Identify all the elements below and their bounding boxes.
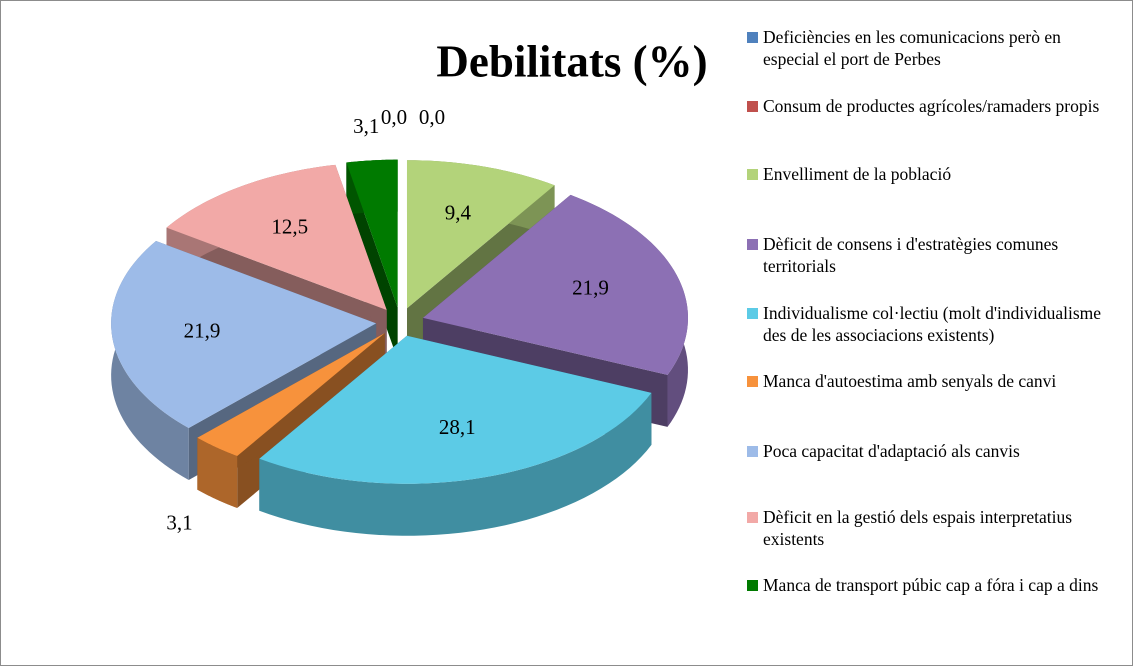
slice bbox=[111, 240, 377, 429]
slice bbox=[166, 164, 387, 311]
legend-label: Dèficit de consens i d'estratègies comun… bbox=[763, 234, 1059, 276]
data-label: 28,1 bbox=[439, 415, 476, 439]
legend-swatch bbox=[747, 308, 758, 319]
legend-label: Manca de transport púbic cap a fóra i ca… bbox=[763, 575, 1099, 595]
legend-swatch bbox=[747, 512, 758, 523]
legend-label: Individualisme col·lectiu (molt d'indivi… bbox=[763, 303, 1102, 345]
legend-label: Deficiències en les comunicacions però e… bbox=[763, 27, 1061, 69]
data-label: 3,1 bbox=[166, 510, 192, 534]
legend-label: Envelliment de la població bbox=[763, 164, 952, 184]
data-label: 9,4 bbox=[445, 201, 472, 225]
legend-item: Manca de transport púbic cap a fóra i ca… bbox=[747, 574, 1117, 596]
legend-item: Poca capacitat d'adaptació als canvis bbox=[747, 440, 1117, 462]
legend-swatch bbox=[747, 32, 758, 43]
legend-item: Consum de productes agrícoles/ramaders p… bbox=[747, 95, 1117, 117]
legend-label: Poca capacitat d'adaptació als canvis bbox=[763, 441, 1020, 461]
slice bbox=[197, 333, 385, 457]
data-label: 12,5 bbox=[271, 215, 308, 239]
data-label: 21,9 bbox=[572, 276, 609, 300]
legend-item: Deficiències en les comunicacions però e… bbox=[747, 26, 1117, 70]
slice-side bbox=[259, 392, 652, 536]
legend-label: Manca d'autoestima amb senyals de canvi bbox=[763, 371, 1057, 391]
legend-item: Dèficit en la gestió dels espais interpr… bbox=[747, 506, 1117, 550]
legend-item: Manca d'autoestima amb senyals de canvi bbox=[747, 370, 1117, 392]
slice bbox=[259, 335, 652, 484]
legend-item: Dèficit de consens i d'estratègies comun… bbox=[747, 233, 1117, 277]
legend-swatch bbox=[747, 239, 758, 250]
data-label: 21,9 bbox=[184, 319, 221, 343]
chart-title: Debilitats (%) bbox=[436, 36, 707, 86]
slice bbox=[346, 159, 398, 308]
slice bbox=[406, 160, 555, 309]
slice-side bbox=[197, 333, 385, 490]
slice-group bbox=[259, 335, 652, 536]
data-label: 0,0 bbox=[381, 105, 407, 129]
legend-swatch bbox=[747, 446, 758, 457]
legend-item: Envelliment de la població bbox=[747, 163, 1117, 185]
legend-swatch bbox=[747, 169, 758, 180]
data-label: 0,0 bbox=[419, 105, 445, 129]
slice bbox=[422, 194, 688, 375]
slice-side bbox=[197, 437, 238, 509]
legend-label: Consum de productes agrícoles/ramaders p… bbox=[763, 96, 1100, 116]
legend-swatch bbox=[747, 376, 758, 387]
legend-item: Individualisme col·lectiu (molt d'indivi… bbox=[747, 302, 1117, 346]
data-label: 3,1 bbox=[353, 114, 379, 138]
legend-label: Dèficit en la gestió dels espais interpr… bbox=[763, 507, 1073, 549]
legend-swatch bbox=[747, 101, 758, 112]
legend-swatch bbox=[747, 580, 758, 591]
